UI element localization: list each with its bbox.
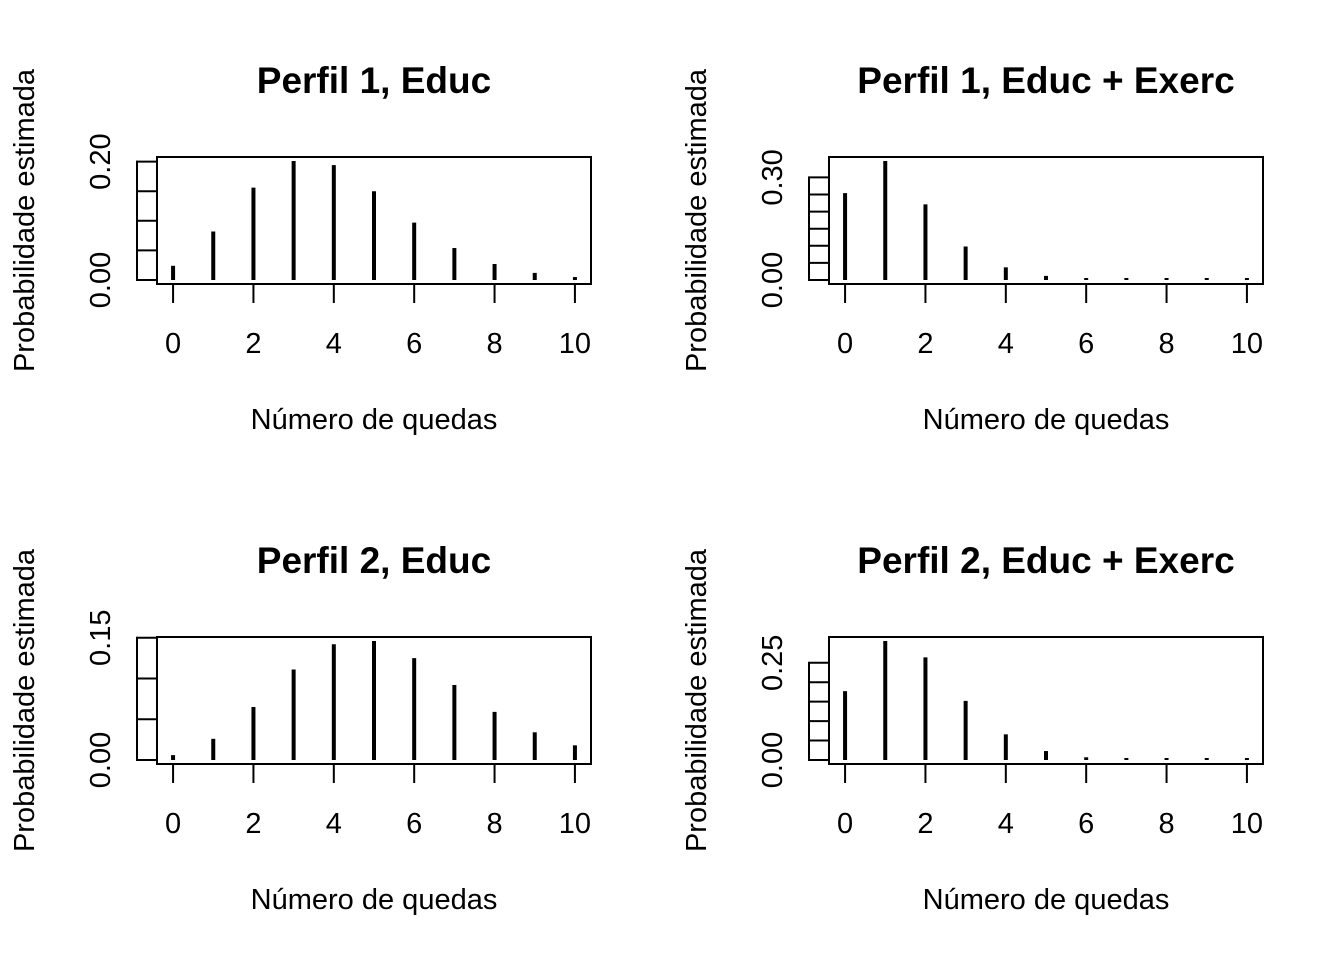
x-tick-label: 2	[917, 808, 933, 840]
chart-title: Perfil 2, Educ	[257, 540, 491, 581]
x-tick-label: 8	[486, 808, 502, 840]
chart-panel-4: 0 2 4 6 8 10 0.00 0.25 Perfil 2, Educ + Exerc Núm…	[681, 540, 1264, 916]
y-axis-label: Probabilidade estimada	[9, 68, 41, 372]
plot-frame	[828, 156, 1264, 285]
x-tick-label: 0	[837, 328, 853, 360]
x-tick-label: 6	[406, 808, 422, 840]
x-tick-label: 8	[1158, 328, 1174, 360]
x-tick-label: 2	[917, 328, 933, 360]
chart-title: Perfil 1, Educ	[257, 60, 491, 101]
plot-frame	[156, 636, 592, 765]
y-tick-label: 0.00	[85, 252, 117, 308]
chart-panel-1: 0 2 4 6 8 10 0.00 0.20 Perfil 1, Educ Número de q…	[9, 60, 592, 436]
y-tick-label: 0.25	[757, 635, 789, 691]
x-tick-label: 10	[1231, 808, 1263, 840]
x-tick-label: 0	[837, 808, 853, 840]
chart-panel-3: 0 2 4 6 8 10 0.00 0.15 Perfil 2, Educ Número de q…	[9, 540, 592, 916]
y-tick-label: 0.30	[757, 149, 789, 205]
x-axis-label: Número de quedas	[923, 884, 1170, 916]
y-tick-label: 0.15	[85, 610, 117, 666]
y-axis-label: Probabilidade estimada	[681, 68, 713, 372]
x-tick-label: 8	[486, 328, 502, 360]
x-axis-label: Número de quedas	[251, 884, 498, 916]
x-axis-label: Número de quedas	[923, 404, 1170, 436]
x-tick-label: 6	[406, 328, 422, 360]
chart-title: Perfil 1, Educ + Exerc	[857, 60, 1234, 101]
x-tick-label: 2	[245, 808, 261, 840]
x-tick-label: 0	[165, 328, 181, 360]
x-tick-label: 8	[1158, 808, 1174, 840]
x-tick-label: 10	[559, 328, 591, 360]
y-tick-label: 0.00	[85, 732, 117, 788]
y-axis-label: Probabilidade estimada	[9, 548, 41, 852]
x-tick-label: 6	[1078, 328, 1094, 360]
x-tick-label: 6	[1078, 808, 1094, 840]
x-tick-label: 4	[998, 328, 1014, 360]
x-tick-label: 0	[165, 808, 181, 840]
x-tick-label: 2	[245, 328, 261, 360]
y-tick-label: 0.00	[757, 252, 789, 308]
chart-title: Perfil 2, Educ + Exerc	[857, 540, 1234, 581]
x-tick-label: 4	[326, 328, 342, 360]
chart-panel-2: 0 2 4 6 8 10 0.00 0.30 Perfil 1, Educ + Exerc Núm…	[681, 60, 1264, 436]
x-tick-label: 10	[559, 808, 591, 840]
y-tick-label: 0.00	[757, 732, 789, 788]
x-tick-label: 4	[998, 808, 1014, 840]
y-axis-label: Probabilidade estimada	[681, 548, 713, 852]
x-axis-label: Número de quedas	[251, 404, 498, 436]
y-tick-label: 0.20	[85, 133, 117, 189]
plot-frame	[828, 636, 1264, 765]
x-tick-label: 4	[326, 808, 342, 840]
x-tick-label: 10	[1231, 328, 1263, 360]
